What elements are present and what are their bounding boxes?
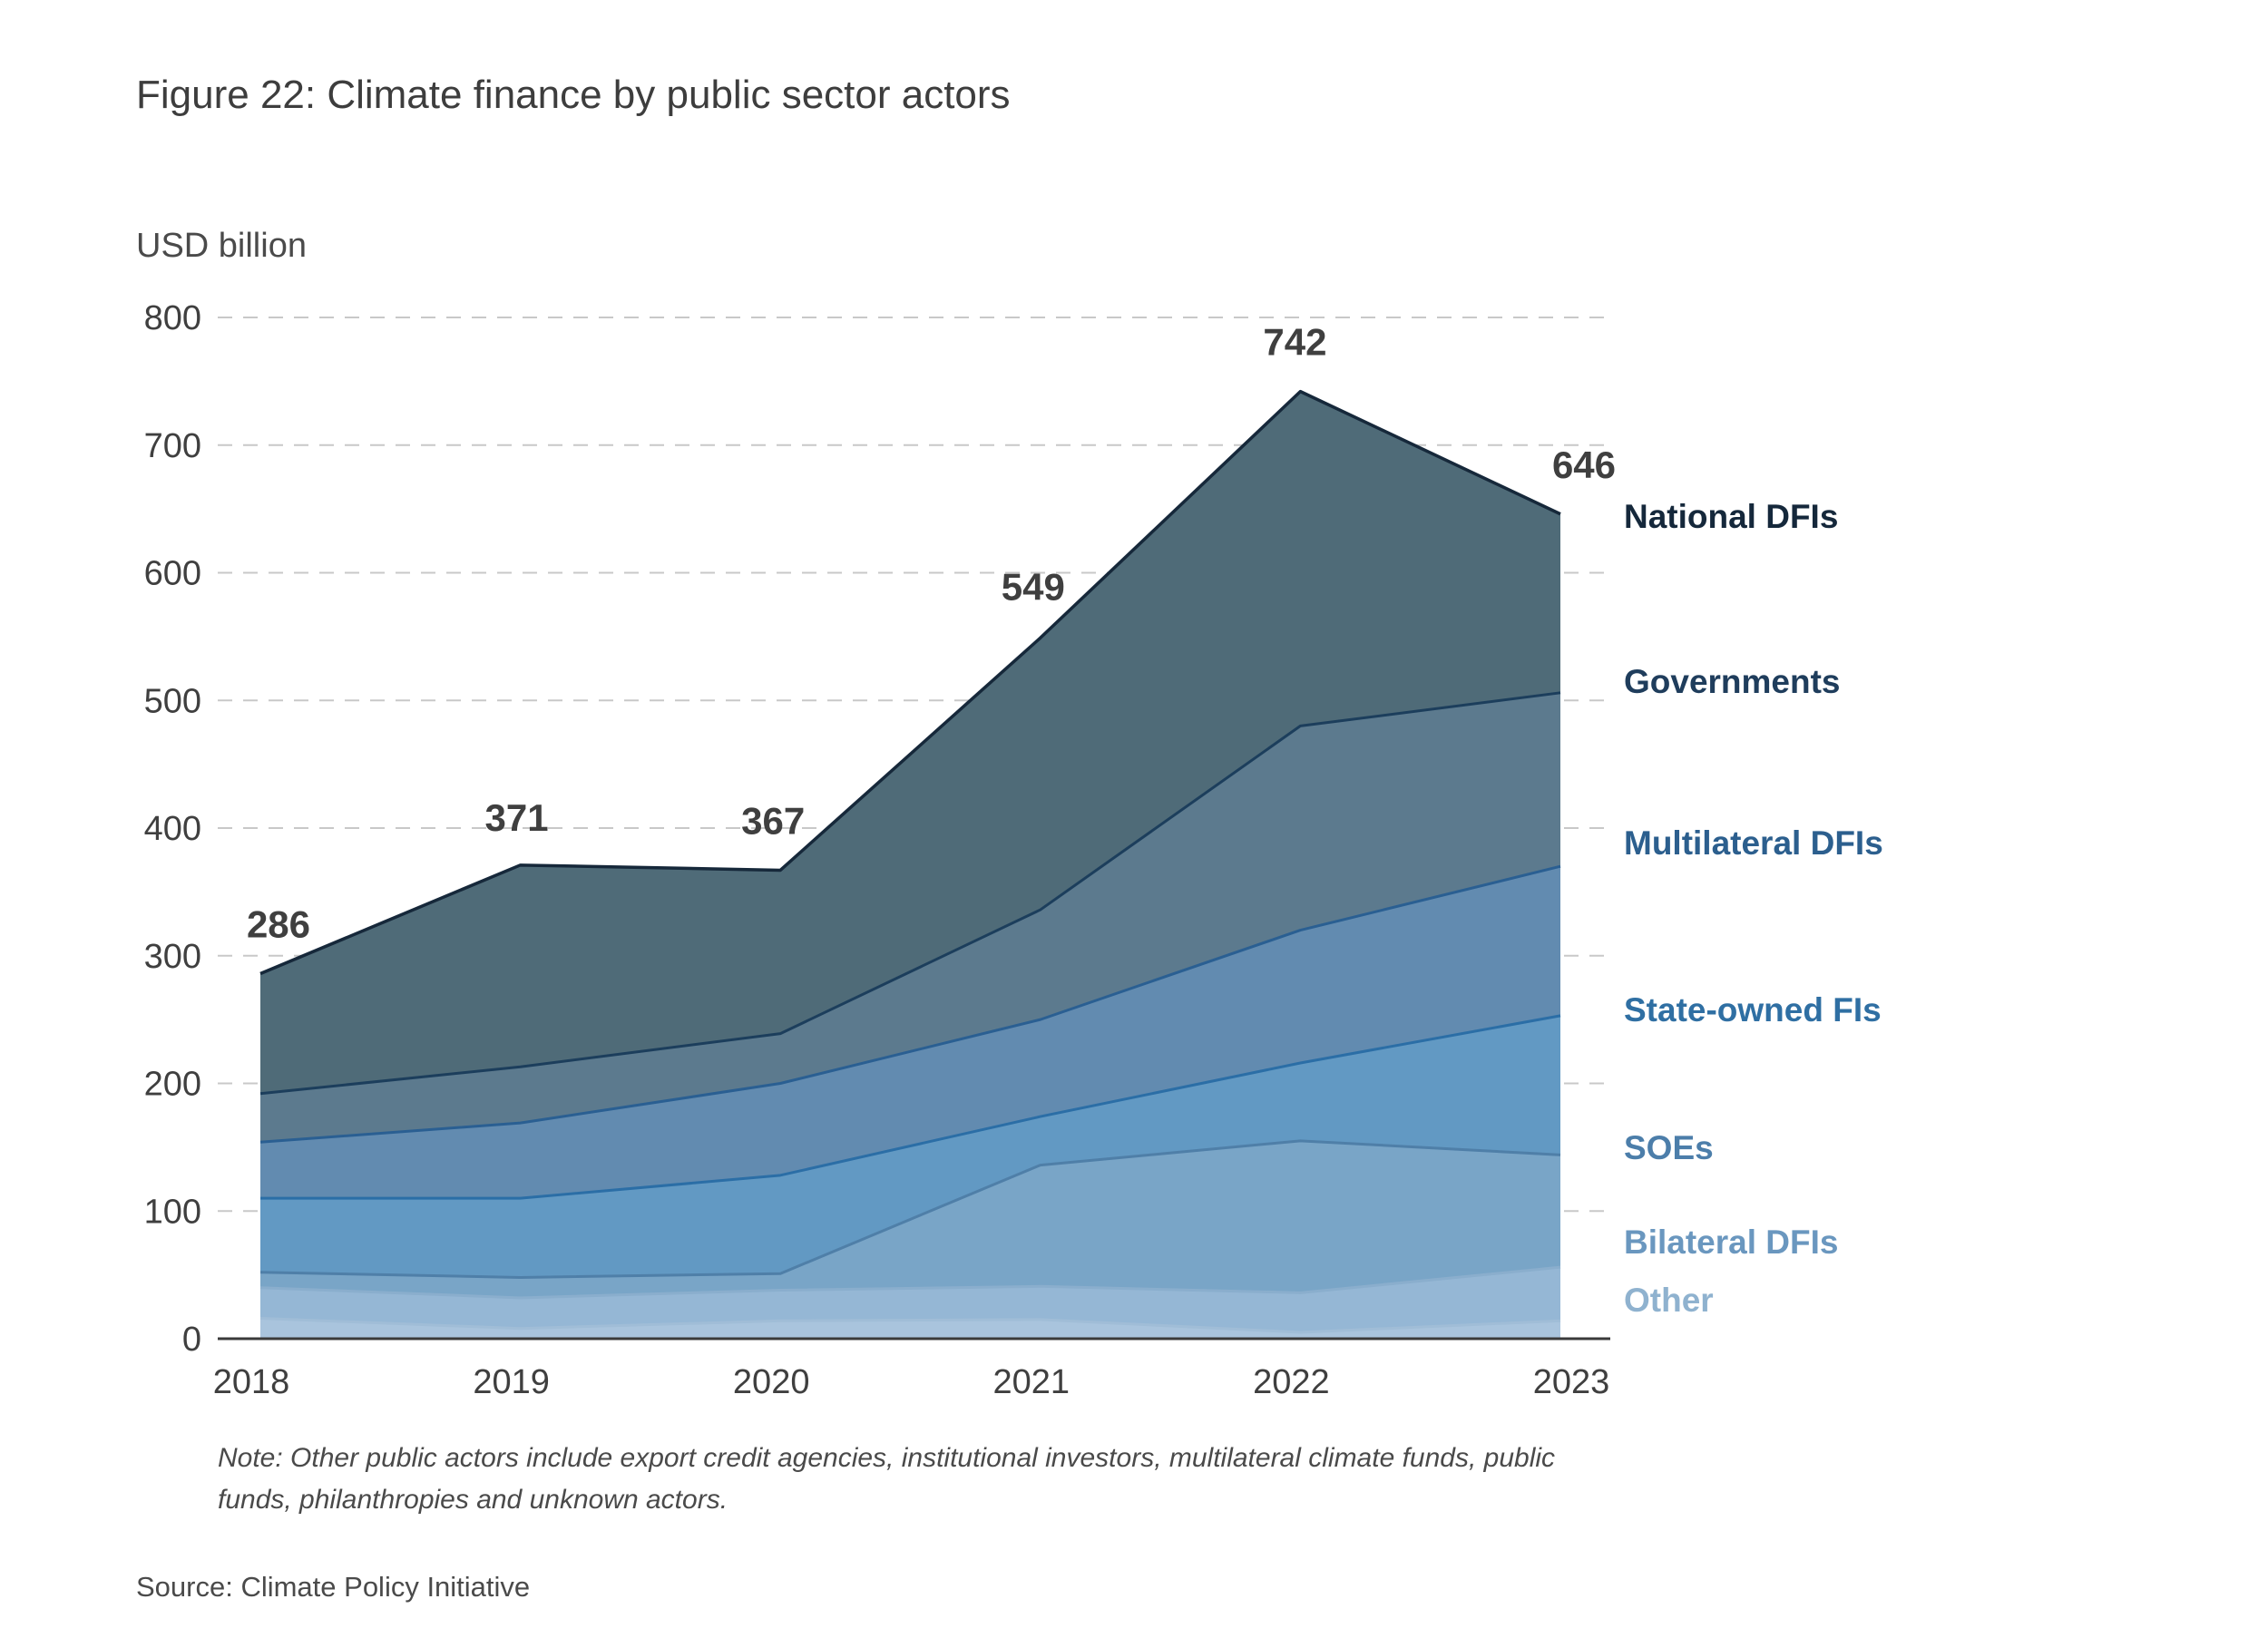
total-label-2018: 286 (247, 902, 310, 945)
line-multilateral-dfis (259, 864, 1561, 1144)
y-axis-ticks: 0 100 200 300 400 500 600 700 800 (144, 299, 201, 1359)
area-bilateral-dfis (260, 1267, 1560, 1332)
line-bilateral-dfis (259, 1265, 1561, 1300)
area-governments (260, 692, 1560, 1143)
chart-source: Source: Climate Policy Initiative (136, 1571, 531, 1603)
total-label-2023: 646 (1552, 444, 1616, 486)
x-tick-label: 2018 (213, 1363, 290, 1401)
y-tick-label: 300 (144, 938, 201, 976)
legend-label-governments: Governments (1624, 663, 1841, 700)
total-label-2022: 742 (1263, 321, 1326, 364)
x-tick-label: 2020 (733, 1363, 810, 1401)
y-tick-label: 500 (144, 682, 201, 720)
line-governments (259, 691, 1561, 1096)
chart-title: Figure 22: Climate finance by public sec… (136, 73, 1011, 117)
y-tick-label: 800 (144, 299, 201, 337)
line-state-owned-fis (260, 1014, 1561, 1200)
legend-label-bilateral-dfis: Bilateral DFIs (1624, 1224, 1838, 1261)
area-soes (260, 1140, 1560, 1298)
line-national-dfis (259, 389, 1561, 976)
area-layers (260, 391, 1560, 1339)
x-tick-label: 2019 (473, 1363, 550, 1401)
y-tick-label: 200 (144, 1066, 201, 1104)
total-label-2019: 371 (485, 796, 549, 839)
legend: National DFIs Governments Multilateral DFI… (1624, 498, 1883, 1319)
total-label-2020: 367 (741, 799, 805, 842)
line-other (259, 1316, 1561, 1334)
y-tick-label: 0 (182, 1321, 201, 1359)
area-national-dfis (260, 391, 1560, 1094)
total-label-2021: 549 (1002, 565, 1065, 608)
x-tick-label: 2022 (1253, 1363, 1330, 1401)
area-multilateral-dfis (260, 866, 1560, 1199)
y-tick-label: 700 (144, 427, 201, 465)
y-tick-label: 400 (144, 810, 201, 848)
x-tick-label: 2023 (1533, 1363, 1610, 1401)
legend-label-other: Other (1624, 1282, 1714, 1319)
x-tick-label: 2021 (993, 1363, 1070, 1401)
total-labels: 286 371 367 549 742 646 (247, 321, 1616, 946)
y-tick-label: 100 (144, 1193, 201, 1231)
legend-label-multilateral-dfis: Multilateral DFIs (1624, 824, 1883, 862)
x-axis-ticks: 2018 2019 2020 2021 2022 2023 (213, 1363, 1610, 1401)
legend-label-state-owned-fis: State-owned FIs (1624, 991, 1882, 1029)
y-axis-unit-label: USD billion (136, 227, 307, 265)
line-soes (259, 1139, 1561, 1279)
y-tick-label: 600 (144, 555, 201, 593)
chart-note: Note: Other public actors include export… (218, 1443, 1556, 1515)
series-boundary-lines (259, 389, 1561, 1334)
legend-label-national-dfis: National DFIs (1624, 498, 1838, 535)
legend-label-soes: SOEs (1624, 1129, 1714, 1166)
area-other (260, 1318, 1560, 1339)
